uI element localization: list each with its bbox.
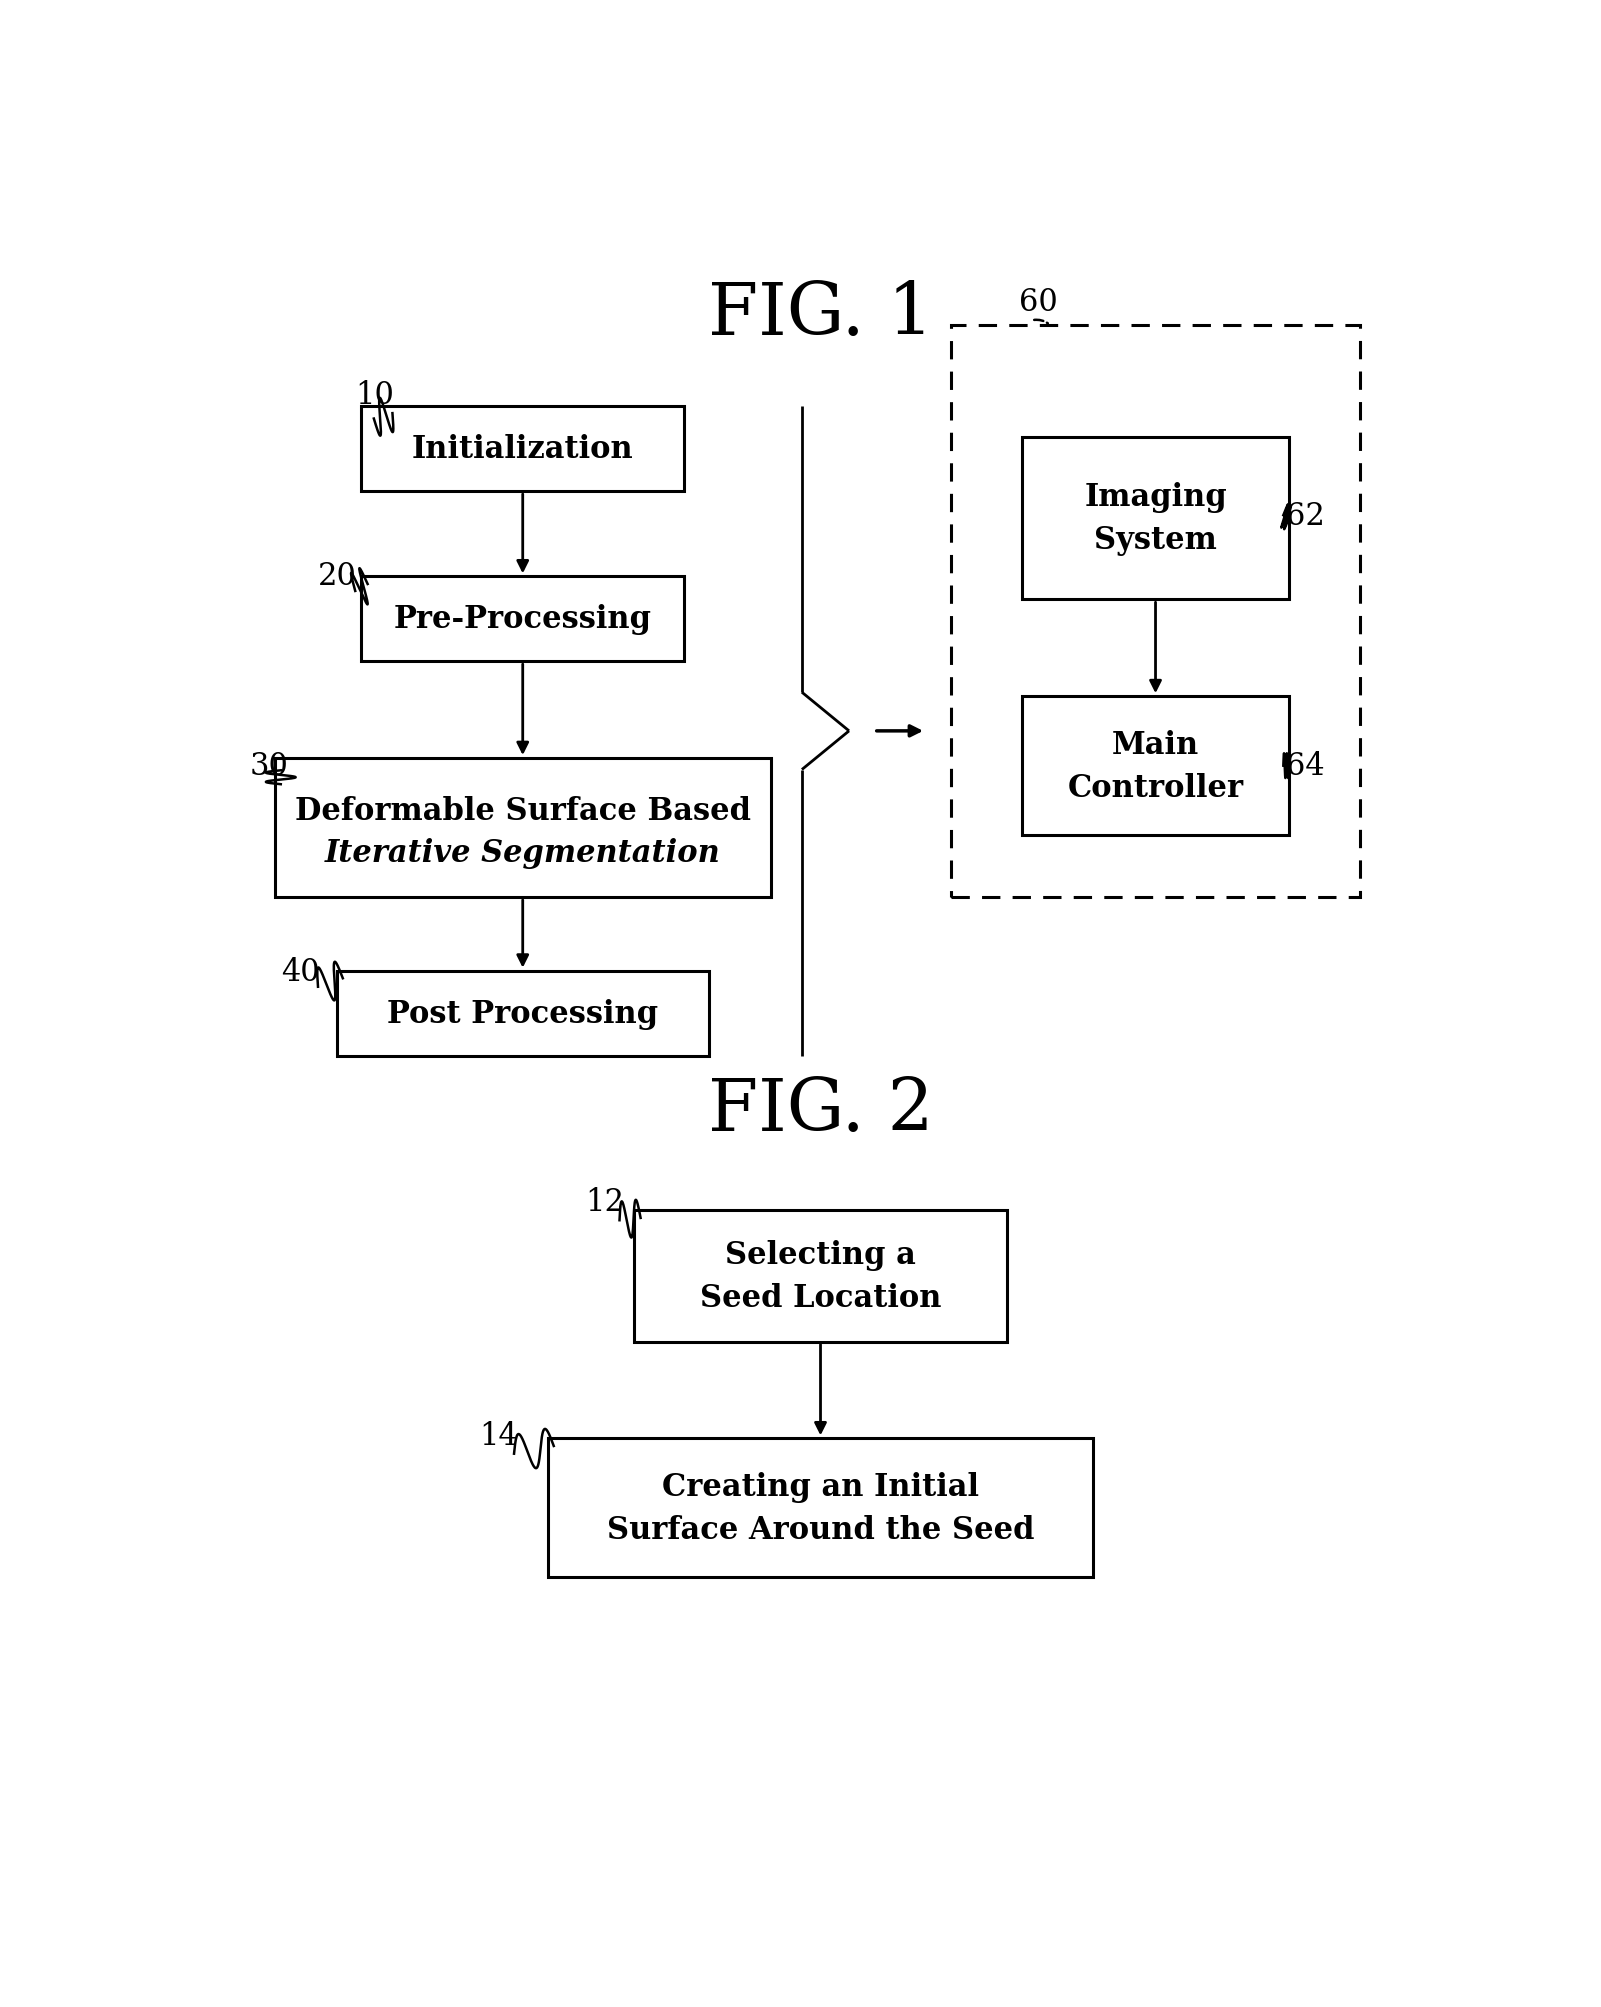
Text: Pre-Processing: Pre-Processing <box>394 604 652 634</box>
Text: Selecting a
Seed Location: Selecting a Seed Location <box>700 1238 941 1313</box>
Text: Deformable Surface Based: Deformable Surface Based <box>295 797 751 827</box>
Bar <box>1021 438 1289 600</box>
Bar <box>548 1439 1093 1578</box>
Text: 30: 30 <box>250 751 288 783</box>
Text: 14: 14 <box>479 1419 519 1451</box>
Text: 62: 62 <box>1286 500 1324 532</box>
Text: 40: 40 <box>280 955 320 987</box>
Text: FIG. 1: FIG. 1 <box>708 279 933 349</box>
Text: Iterative Segmentation: Iterative Segmentation <box>325 837 720 869</box>
Text: Initialization: Initialization <box>411 434 634 466</box>
Text: Main
Controller: Main Controller <box>1068 729 1244 803</box>
Text: 20: 20 <box>319 560 357 592</box>
Text: 64: 64 <box>1286 751 1324 783</box>
Text: FIG. 2: FIG. 2 <box>708 1076 933 1146</box>
Bar <box>951 325 1361 897</box>
Bar <box>275 759 772 897</box>
Text: 60: 60 <box>1020 287 1058 319</box>
Text: 12: 12 <box>584 1186 624 1218</box>
Bar <box>362 407 684 492</box>
Bar <box>336 971 709 1056</box>
Bar <box>1021 696 1289 835</box>
Text: Post Processing: Post Processing <box>387 997 658 1030</box>
Text: Creating an Initial
Surface Around the Seed: Creating an Initial Surface Around the S… <box>607 1471 1034 1545</box>
Text: 10: 10 <box>355 379 394 411</box>
Bar <box>634 1210 1007 1343</box>
Text: Imaging
System: Imaging System <box>1084 482 1226 556</box>
Bar <box>362 576 684 662</box>
